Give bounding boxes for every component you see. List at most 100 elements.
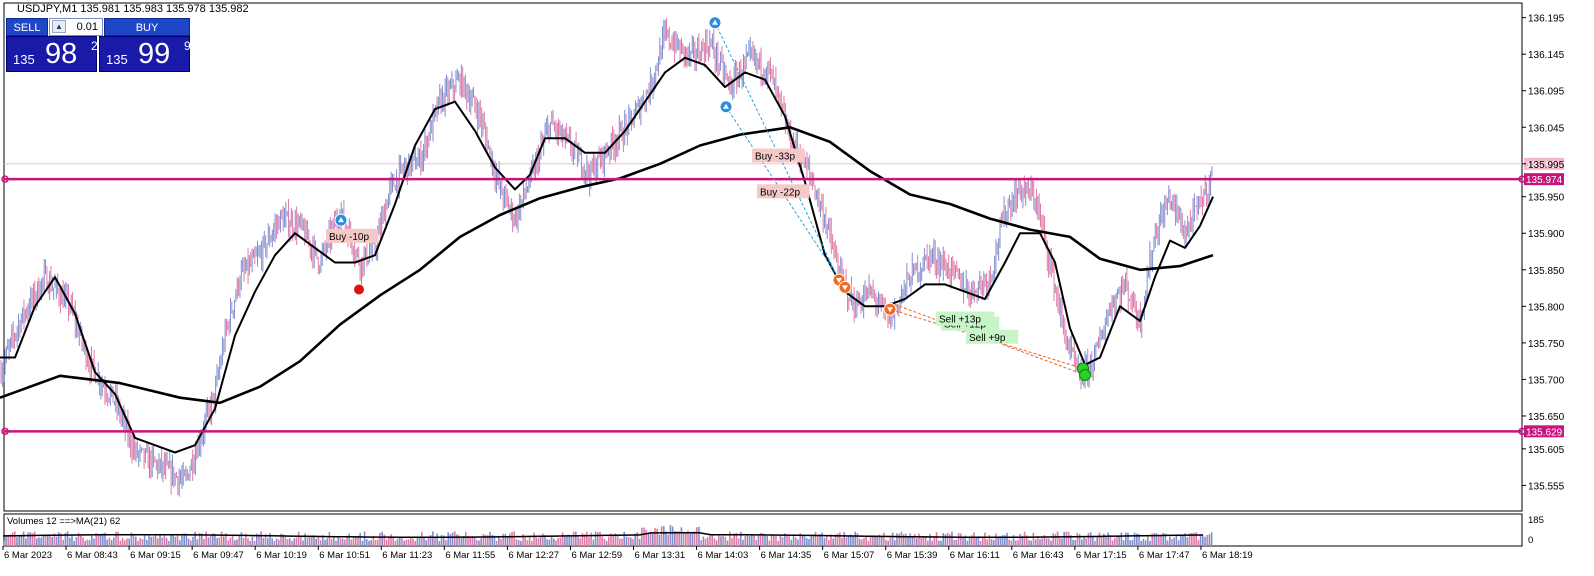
volume-bar [594, 531, 597, 546]
volume-bar [546, 539, 548, 546]
volume-bar [458, 535, 460, 546]
volume-bar [781, 537, 784, 546]
volume-bar [11, 532, 14, 546]
volume-bar [460, 536, 463, 546]
volume-bar [1210, 532, 1213, 546]
volume-bar [742, 539, 744, 546]
volume-bar [159, 534, 161, 546]
volume-bar [634, 533, 636, 546]
trade-result-label: Sell +13p [939, 314, 981, 325]
volume-bar [691, 532, 694, 546]
volume-bar [1037, 536, 1039, 546]
volume-bar [623, 531, 625, 546]
volume-bar [60, 533, 62, 546]
volume-bar [297, 531, 300, 546]
volume-bar [814, 531, 817, 546]
volume-bar [753, 534, 755, 546]
volume-bar [973, 532, 975, 546]
volume-bar [198, 532, 201, 546]
x-tick-label: 6 Mar 14:03 [698, 550, 749, 561]
volume-bar [687, 530, 689, 546]
volume-bar [621, 538, 623, 546]
volume-bar [1184, 533, 1186, 546]
volume-bar [715, 540, 718, 546]
volume-bar [80, 535, 82, 546]
volume-bar [874, 535, 876, 546]
volume-moving-average [2, 531, 1204, 538]
buy-button[interactable]: BUY [104, 18, 190, 36]
volume-bar [907, 536, 909, 546]
volume-bar [352, 536, 355, 546]
volume-bar [918, 533, 920, 546]
volume-bar [361, 540, 364, 546]
sell-button[interactable]: SELL [6, 18, 48, 36]
volume-bar [1100, 537, 1103, 546]
y-tick-label: 135.605 [1528, 445, 1565, 456]
volume-bar [300, 535, 302, 546]
volume-bar [564, 536, 566, 546]
volume-bar [493, 535, 496, 546]
volume-bar [267, 538, 269, 546]
volume-bar [1089, 532, 1092, 546]
volume-bar [674, 531, 676, 546]
volume-bar [1107, 532, 1109, 546]
volume-bar [1109, 535, 1112, 546]
volume-bar [1204, 536, 1206, 546]
volume-bar [58, 532, 60, 546]
volume-bar [590, 532, 592, 546]
volume-bar [69, 537, 71, 546]
volume-bar [130, 532, 133, 546]
volume-bar [1072, 539, 1074, 546]
volume-bar [1098, 532, 1101, 546]
x-tick-label: 6 Mar 16:43 [1013, 550, 1064, 561]
volume-bar [49, 535, 51, 546]
volume-bar [555, 540, 557, 546]
volume-bar [1085, 538, 1087, 546]
level-line-handle [1, 175, 9, 183]
volume-bar [632, 539, 634, 546]
volume-bar [317, 536, 320, 546]
x-tick-label: 6 Mar 17:47 [1139, 550, 1190, 561]
volume-bar [599, 531, 601, 546]
volume-bar [192, 536, 194, 546]
volume-bar [75, 537, 78, 546]
volume-bar [667, 534, 669, 546]
volume-bar [401, 538, 403, 546]
volume-bar [247, 538, 249, 546]
volume-bar [649, 531, 652, 546]
volume-bar [194, 531, 196, 546]
volume-bar [282, 534, 284, 546]
volume-bar [1155, 533, 1158, 546]
trade-result-label-bg [936, 311, 995, 326]
volume-bar [451, 532, 454, 546]
volume-bar [795, 537, 797, 546]
volume-bar [999, 536, 1002, 546]
volume-bar [997, 537, 999, 546]
volume-bar [768, 540, 771, 546]
volume-bar [449, 534, 452, 546]
volume-bar [311, 537, 313, 546]
volume-bar [913, 534, 916, 546]
lot-spinner-icon[interactable]: ▲ [52, 20, 66, 33]
volume-bar [1017, 539, 1019, 546]
volume-bar [993, 539, 995, 546]
volume-bar [1129, 540, 1131, 546]
volume-bar [784, 533, 786, 546]
buy-price-fraction: 9 [184, 39, 191, 53]
volume-bar [506, 536, 509, 546]
volume-bar [326, 538, 328, 546]
volume-bar [828, 540, 830, 546]
buy-arrow-glyph [338, 217, 344, 223]
volume-bar [225, 533, 227, 546]
volume-bar [84, 540, 86, 546]
volume-bar [766, 535, 768, 546]
volume-bar [240, 532, 243, 546]
volume-bar [1133, 532, 1136, 546]
buy-price-button[interactable]: 135 99 9 [99, 36, 191, 72]
sell-price-button[interactable]: 135 98 2 [6, 36, 98, 72]
volume-bar [597, 532, 599, 546]
x-tick-label: 6 Mar 11:55 [445, 550, 495, 561]
volume-bar [933, 536, 936, 546]
volume-bar [1144, 540, 1147, 546]
